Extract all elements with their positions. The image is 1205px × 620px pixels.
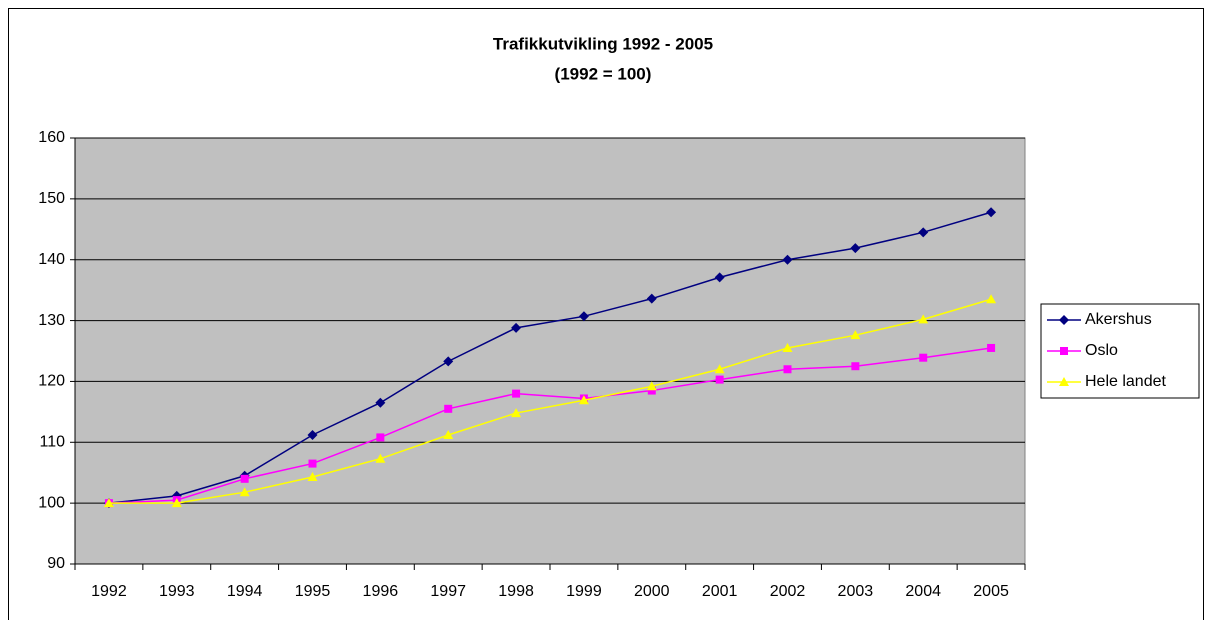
data-point <box>919 353 928 362</box>
series-line <box>108 298 992 504</box>
data-point <box>308 459 317 468</box>
x-tick-label: 1998 <box>498 583 534 600</box>
legend-label: Hele landet <box>1085 373 1167 390</box>
data-point <box>850 243 861 254</box>
x-tick-label: 1993 <box>159 583 195 600</box>
y-tick-label: 120 <box>38 373 65 390</box>
data-point <box>850 330 861 340</box>
data-point <box>646 293 657 304</box>
data-point <box>715 375 724 384</box>
legend-marker <box>1060 347 1068 355</box>
data-point <box>986 207 997 218</box>
data-point <box>307 429 318 440</box>
data-point <box>578 395 589 405</box>
x-tick-label: 1997 <box>430 583 466 600</box>
data-point <box>307 471 318 481</box>
data-point <box>578 311 589 322</box>
x-tick-label: 2004 <box>905 583 941 600</box>
x-tick-label: 1994 <box>227 583 263 600</box>
data-point <box>512 389 521 398</box>
data-point <box>444 404 453 413</box>
x-tick-label: 1992 <box>91 583 127 600</box>
data-point <box>375 397 386 408</box>
data-point <box>918 227 929 238</box>
data-point <box>987 343 996 352</box>
data-point <box>714 364 725 374</box>
data-point <box>239 487 250 497</box>
chart-subtitle: (1992 = 100) <box>555 64 652 83</box>
data-point <box>782 342 793 352</box>
plot-area <box>74 137 1026 565</box>
legend-label: Oslo <box>1085 342 1118 359</box>
x-tick-label: 2005 <box>973 583 1009 600</box>
data-point <box>103 498 114 508</box>
x-tick-label: 2003 <box>838 583 874 600</box>
data-point <box>918 314 929 324</box>
x-tick-label: 1995 <box>295 583 331 600</box>
data-point <box>375 453 386 463</box>
y-tick-label: 130 <box>38 312 65 329</box>
y-tick-label: 160 <box>38 129 65 146</box>
series-line <box>108 211 992 504</box>
legend-marker <box>1059 315 1069 325</box>
y-tick-label: 90 <box>47 555 65 572</box>
data-point <box>783 365 792 374</box>
legend-marker <box>1059 377 1069 386</box>
y-tick-label: 150 <box>38 190 65 207</box>
y-tick-label: 100 <box>38 494 65 511</box>
data-point <box>443 356 454 367</box>
y-tick-label: 140 <box>38 251 65 268</box>
data-point <box>511 408 522 418</box>
data-point <box>851 362 860 371</box>
data-point <box>511 322 522 333</box>
data-point <box>647 386 656 395</box>
data-point <box>171 498 182 508</box>
x-tick-label: 1996 <box>363 583 399 600</box>
series-line <box>108 347 992 504</box>
x-tick-label: 2002 <box>770 583 806 600</box>
y-tick-label: 110 <box>39 434 65 451</box>
x-tick-label: 1999 <box>566 583 602 600</box>
data-point <box>714 272 725 283</box>
x-tick-label: 2001 <box>702 583 738 600</box>
chart-title: Trafikkutvikling 1992 - 2005 <box>493 34 713 53</box>
data-point <box>240 474 249 483</box>
x-tick-label: 2000 <box>634 583 670 600</box>
data-point <box>443 429 454 439</box>
data-point <box>376 433 385 442</box>
data-point <box>782 254 793 265</box>
data-point <box>646 381 657 391</box>
data-point <box>986 294 997 304</box>
legend-label: Akershus <box>1085 311 1152 328</box>
